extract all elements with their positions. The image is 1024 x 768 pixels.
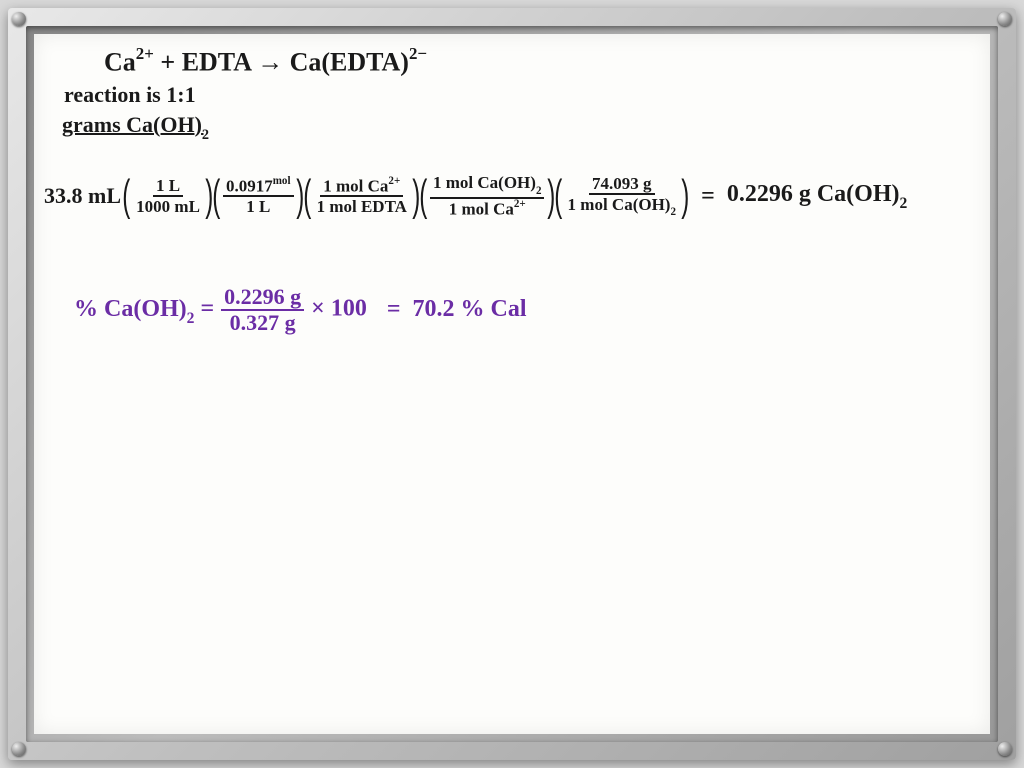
paren-icon: ( <box>419 174 427 218</box>
whiteboard-surface: Ca2+ + EDTA → Ca(EDTA)2− reaction is 1:1… <box>34 34 990 734</box>
reaction-equation: Ca2+ + EDTA → Ca(EDTA)2− <box>104 46 427 78</box>
corner-bolt-tr <box>998 12 1012 26</box>
percent-fraction: 0.2296 g 0.327 g <box>221 286 304 334</box>
product-charge: 2− <box>409 44 427 63</box>
factor-4: 1 mol Ca(OH)2 1 mol Ca2+ <box>430 174 544 217</box>
corner-bolt-tl <box>12 12 26 26</box>
corner-bolt-br <box>998 742 1012 756</box>
factor-5: 74.093 g 1 mol Ca(OH)2 <box>565 175 679 217</box>
arrow: → <box>251 48 290 77</box>
lead-value: 33.8 mL <box>44 183 121 208</box>
mass-result: 0.2296 g Ca(OH)2 <box>727 181 907 207</box>
factor-1: 1 L 1000 mL <box>133 177 203 215</box>
reactant-ca: Ca <box>104 48 136 77</box>
equals-sign: = <box>701 183 721 209</box>
paren-icon: ) <box>682 174 690 218</box>
paren-icon: ( <box>303 174 311 218</box>
equals-sign: = <box>200 296 220 322</box>
reaction-ratio-note: reaction is 1:1 <box>64 82 196 108</box>
factor-2: 0.0917mol 1 L <box>223 177 294 216</box>
whiteboard-frame-outer: Ca2+ + EDTA → Ca(EDTA)2− reaction is 1:1… <box>8 8 1016 760</box>
f4-num: 1 mol Ca(OH)2 <box>430 174 544 198</box>
dimensional-analysis: 33.8 mL ( 1 L 1000 mL ) ( 0.0917mol 1 L … <box>44 174 907 218</box>
percent-frac-den: 0.327 g <box>227 311 299 334</box>
percent-calculation: % Ca(OH)2 = 0.2296 g 0.327 g × 100 = 70.… <box>74 286 527 334</box>
grams-heading: grams Ca(OH)2 <box>62 112 209 142</box>
paren-icon: ( <box>212 174 220 218</box>
product-edta-paren: (EDTA) <box>321 48 409 77</box>
reactant-ca-charge: 2+ <box>136 44 154 63</box>
times-100: × 100 <box>311 296 367 322</box>
paren-icon: ( <box>123 174 131 218</box>
grams-heading-text: grams Ca(OH) <box>62 112 202 137</box>
grams-heading-sub: 2 <box>202 127 209 143</box>
f2-den: 1 L <box>243 197 273 215</box>
equals-sign-2: = <box>387 296 407 322</box>
f1-den: 1000 mL <box>133 197 203 215</box>
f4-den: 1 mol Ca2+ <box>446 199 529 218</box>
f5-num: 74.093 g <box>589 175 655 195</box>
percent-label: % Ca(OH)2 <box>74 296 194 322</box>
paren-icon: ( <box>554 174 562 218</box>
product-ca: Ca <box>290 48 322 77</box>
percent-result: 70.2 % Cal <box>413 296 527 322</box>
factor-3: 1 mol Ca2+ 1 mol EDTA <box>314 177 410 216</box>
reactant-edta: EDTA <box>182 48 251 77</box>
corner-bolt-bl <box>12 742 26 756</box>
f3-num: 1 mol Ca2+ <box>320 177 403 198</box>
f2-num: 0.0917mol <box>223 177 294 198</box>
f5-den: 1 mol Ca(OH)2 <box>565 195 679 217</box>
f3-den: 1 mol EDTA <box>314 197 410 215</box>
percent-frac-num: 0.2296 g <box>221 286 304 311</box>
f1-num: 1 L <box>153 177 183 197</box>
plus-sign: + <box>154 48 182 77</box>
